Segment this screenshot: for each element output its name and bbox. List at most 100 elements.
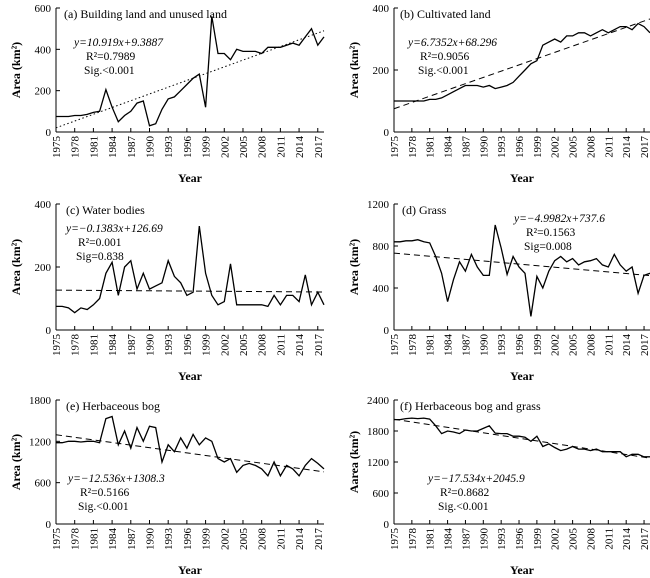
- y-tick-label: 1800: [29, 395, 52, 407]
- y-axis-label: Aarea (km²): [347, 431, 361, 493]
- x-tick-label: 2008: [257, 528, 269, 551]
- y-tick-label: 0: [384, 519, 390, 531]
- x-tick-label: 1996: [514, 334, 526, 357]
- x-tick-label: 1993: [163, 528, 175, 551]
- y-tick-label: 600: [373, 488, 390, 500]
- x-tick-label: 1987: [126, 528, 138, 551]
- regression-equation: y=6.7352x+68.296: [407, 37, 497, 49]
- x-tick-label: 1981: [425, 334, 437, 356]
- regression-equation: y=−0.1383x+126.69: [65, 223, 163, 235]
- panel-c: 0 200 400 1975 1978 1981 1984 1987 1990 1993 1996 1…: [9, 199, 325, 383]
- x-tick-label: 1975: [51, 334, 63, 357]
- significance-label: Sig=0.838: [76, 251, 124, 263]
- x-tick-label: 2002: [219, 136, 231, 158]
- x-tick-label: 1987: [126, 136, 138, 159]
- x-tick-label: 2017: [639, 136, 650, 159]
- regression-equation: y=−12.536x+1308.3: [67, 473, 165, 485]
- series-line: [394, 22, 650, 102]
- x-tick-label: 1975: [389, 334, 401, 357]
- y-tick-label: 0: [46, 519, 52, 531]
- x-tick-label: 2011: [275, 528, 287, 550]
- y-tick-label: 1200: [29, 436, 52, 448]
- x-tick-label: 1981: [88, 334, 100, 356]
- x-tick-label: 2002: [550, 334, 562, 356]
- x-tick-label: 2005: [238, 136, 250, 159]
- r-squared-label: R²=0.1563: [526, 227, 575, 239]
- x-tick-label: 1999: [201, 136, 213, 159]
- x-tick-label: 1993: [496, 136, 508, 159]
- x-tick-label: 1978: [70, 334, 82, 357]
- x-tick-label: 2002: [219, 528, 231, 550]
- x-tick-label: 1984: [443, 334, 455, 357]
- significance-label: Sig.<0.001: [78, 501, 129, 513]
- x-tick-label: 1987: [126, 334, 138, 357]
- x-tick-label: 2017: [313, 334, 325, 357]
- series-line: [56, 415, 325, 478]
- x-tick-label: 1984: [107, 528, 119, 551]
- x-tick-label: 2005: [238, 528, 250, 551]
- x-tick-label: 2005: [568, 136, 580, 159]
- x-tick-label: 1978: [70, 528, 82, 551]
- y-axis-label: Area (km²): [9, 434, 23, 490]
- x-tick-label: 1975: [389, 136, 401, 159]
- x-tick-label: 2008: [585, 528, 597, 551]
- y-tick-label: 1800: [367, 426, 390, 438]
- x-tick-label: 1999: [532, 528, 544, 551]
- y-tick-label: 0: [384, 127, 390, 139]
- x-tick-label: 1984: [107, 136, 119, 159]
- x-tick-label: 2017: [639, 528, 650, 551]
- y-tick-label: 200: [35, 262, 52, 274]
- x-tick-label: 1984: [443, 136, 455, 159]
- trend-line: [393, 18, 650, 110]
- x-tick-label: 1990: [478, 136, 490, 159]
- x-tick-label: 2014: [294, 334, 306, 357]
- panel-d: 0 400 800 1200 1975 1978 1981 1984 1987 1990 1993 1…: [347, 199, 650, 383]
- y-tick-label: 0: [46, 127, 52, 139]
- trend-line: [55, 289, 325, 293]
- x-tick-label: 1993: [496, 334, 508, 357]
- y-tick-label: 600: [35, 478, 52, 490]
- y-tick-label: 0: [384, 325, 390, 337]
- x-tick-label: 2014: [621, 528, 633, 551]
- x-tick-label: 1993: [496, 528, 508, 551]
- y-tick-label: 400: [373, 3, 390, 15]
- x-tick-label: 1996: [514, 528, 526, 551]
- r-squared-label: R²=0.001: [78, 237, 122, 249]
- y-tick-label: 600: [35, 3, 52, 15]
- x-tick-label: 2014: [294, 136, 306, 159]
- x-tick-label: 1990: [144, 334, 156, 357]
- x-axis-label: Year: [510, 369, 535, 383]
- y-axis-label: Area (km²): [347, 239, 361, 295]
- x-tick-label: 2008: [257, 334, 269, 357]
- x-tick-label: 2017: [639, 334, 650, 357]
- y-tick-label: 800: [373, 241, 390, 253]
- y-tick-label: 1200: [367, 199, 390, 211]
- x-tick-label: 1996: [514, 136, 526, 159]
- x-tick-label: 1993: [163, 334, 175, 357]
- x-tick-label: 1990: [478, 528, 490, 551]
- panel-title: (b) Cultivated land: [400, 7, 491, 21]
- significance-label: Sig=0.008: [524, 241, 572, 253]
- x-tick-label: 1975: [389, 528, 401, 551]
- x-tick-label: 1996: [182, 136, 194, 159]
- x-axis-label: Year: [510, 171, 535, 185]
- x-tick-label: 2014: [294, 528, 306, 551]
- y-tick-label: 2400: [367, 395, 390, 407]
- y-axis-label: Area (km²): [347, 42, 361, 98]
- x-tick-label: 1999: [532, 334, 544, 357]
- series-line: [394, 417, 650, 458]
- x-tick-label: 1987: [460, 334, 472, 357]
- panel-title: (a) Building land and unused land: [64, 7, 227, 21]
- x-tick-label: 2008: [585, 334, 597, 357]
- x-tick-label: 1996: [182, 334, 194, 357]
- series-line: [56, 16, 325, 127]
- x-tick-label: 1978: [407, 136, 419, 159]
- panel-a: 0 200 400 600 1975 1978 1981 1984 1987 1990 1993 19…: [9, 3, 325, 185]
- panel-title: (f) Herbaceous bog and grass: [400, 399, 541, 413]
- panel-e: 0 600 1200 1800 1975 1978 1981 1984 1987 1990 1993…: [9, 395, 325, 577]
- r-squared-label: R²=0.9056: [420, 51, 469, 63]
- x-tick-label: 2017: [313, 136, 325, 159]
- regression-equation: y=10.919x+9.3887: [73, 37, 164, 49]
- x-tick-label: 1981: [425, 528, 437, 550]
